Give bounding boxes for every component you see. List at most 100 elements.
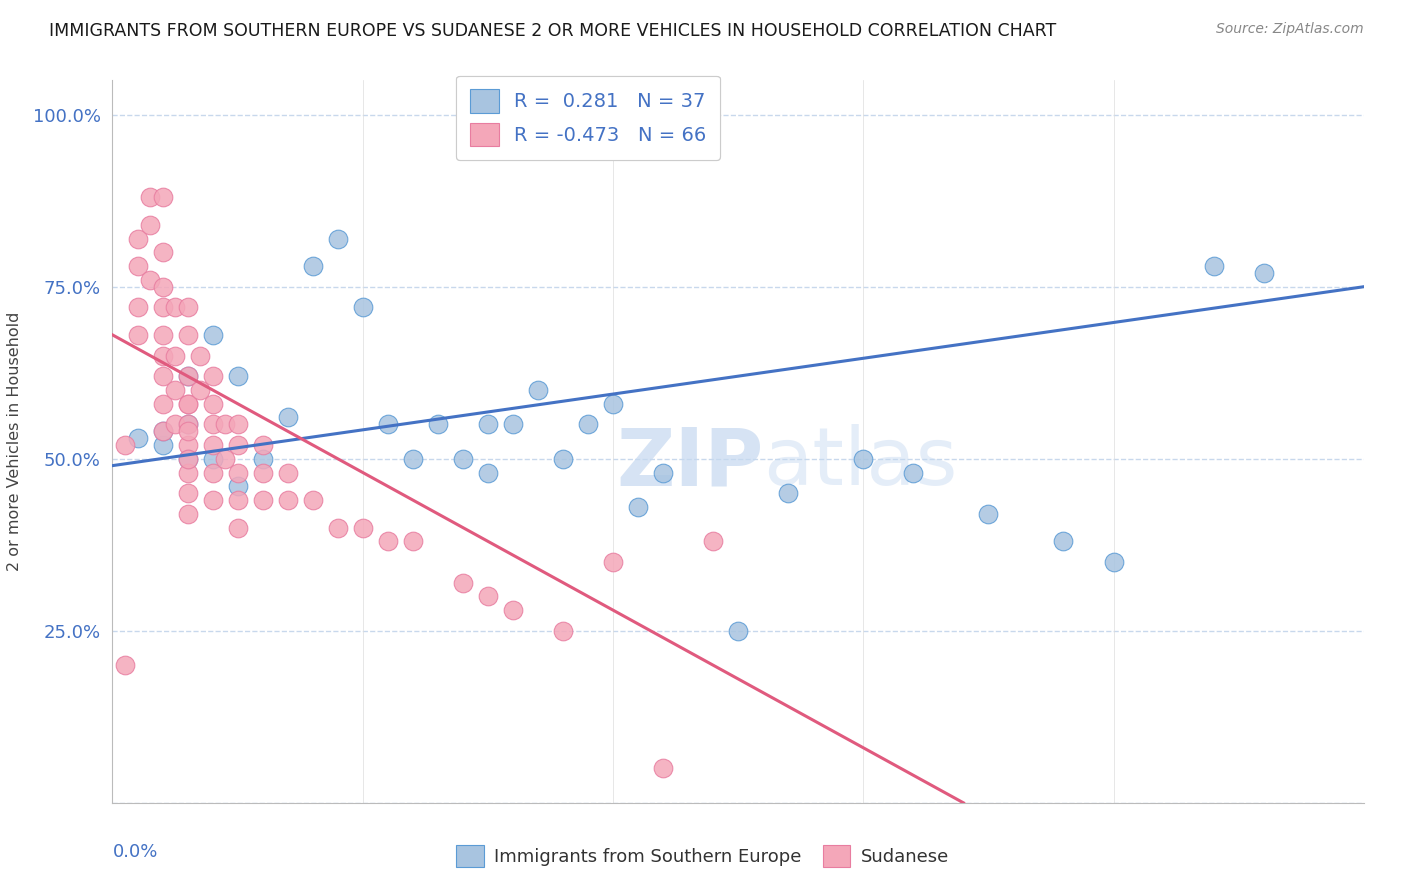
Point: [127, 259, 149, 273]
Point: [176, 369, 198, 384]
Point: [152, 327, 174, 342]
Point: [352, 301, 374, 315]
Point: [1202, 259, 1225, 273]
Point: [527, 383, 550, 397]
Point: [127, 231, 149, 245]
Text: IMMIGRANTS FROM SOUTHERN EUROPE VS SUDANESE 2 OR MORE VEHICLES IN HOUSEHOLD CORR: IMMIGRANTS FROM SOUTHERN EUROPE VS SUDAN…: [49, 22, 1056, 40]
Point: [201, 451, 224, 466]
Point: [152, 369, 174, 384]
Point: [576, 417, 599, 432]
Point: [702, 534, 724, 549]
Point: [377, 417, 399, 432]
Point: [226, 369, 249, 384]
Point: [652, 761, 675, 775]
Point: [163, 417, 186, 432]
Point: [152, 301, 174, 315]
Point: [402, 534, 425, 549]
Point: [139, 273, 162, 287]
Point: [201, 369, 224, 384]
Point: [163, 349, 186, 363]
Point: [727, 624, 749, 638]
Point: [551, 451, 574, 466]
Point: [252, 438, 274, 452]
Point: [152, 279, 174, 293]
Point: [477, 590, 499, 604]
Point: [201, 417, 224, 432]
Point: [627, 500, 650, 514]
Point: [502, 417, 524, 432]
Point: [127, 327, 149, 342]
Point: [201, 327, 224, 342]
Point: [301, 259, 323, 273]
Point: [226, 479, 249, 493]
Point: [114, 438, 136, 452]
Point: [139, 218, 162, 232]
Point: [152, 424, 174, 438]
Point: [214, 417, 236, 432]
Point: [152, 397, 174, 411]
Point: [176, 424, 198, 438]
Point: [602, 555, 624, 569]
Point: [277, 466, 299, 480]
Point: [176, 507, 198, 521]
Point: [176, 369, 198, 384]
Point: [226, 466, 249, 480]
Text: ZIP: ZIP: [616, 425, 763, 502]
Point: [502, 603, 524, 617]
Point: [176, 486, 198, 500]
Point: [176, 397, 198, 411]
Point: [152, 245, 174, 260]
Point: [402, 451, 425, 466]
Point: [176, 451, 198, 466]
Point: [163, 301, 186, 315]
Legend: R =  0.281   N = 37, R = -0.473   N = 66: R = 0.281 N = 37, R = -0.473 N = 66: [456, 76, 720, 160]
Point: [188, 383, 211, 397]
Point: [326, 231, 349, 245]
Point: [127, 431, 149, 445]
Point: [1102, 555, 1125, 569]
Point: [176, 397, 198, 411]
Point: [426, 417, 449, 432]
Point: [176, 327, 198, 342]
Point: [152, 349, 174, 363]
Point: [252, 493, 274, 508]
Point: [226, 438, 249, 452]
Point: [326, 520, 349, 534]
Point: [1052, 534, 1074, 549]
Point: [201, 397, 224, 411]
Point: [778, 486, 800, 500]
Point: [903, 466, 925, 480]
Point: [277, 493, 299, 508]
Point: [176, 301, 198, 315]
Point: [377, 534, 399, 549]
Legend: Immigrants from Southern Europe, Sudanese: Immigrants from Southern Europe, Sudanes…: [449, 838, 957, 874]
Text: atlas: atlas: [763, 425, 957, 502]
Point: [176, 417, 198, 432]
Point: [176, 438, 198, 452]
Point: [201, 493, 224, 508]
Point: [252, 466, 274, 480]
Point: [176, 417, 198, 432]
Point: [602, 397, 624, 411]
Point: [1253, 266, 1275, 280]
Point: [477, 417, 499, 432]
Text: 0.0%: 0.0%: [112, 843, 157, 861]
Point: [114, 658, 136, 673]
Point: [152, 424, 174, 438]
Point: [127, 301, 149, 315]
Point: [201, 466, 224, 480]
Point: [551, 624, 574, 638]
Text: Source: ZipAtlas.com: Source: ZipAtlas.com: [1216, 22, 1364, 37]
Point: [451, 451, 474, 466]
Point: [852, 451, 875, 466]
Point: [301, 493, 323, 508]
Point: [352, 520, 374, 534]
Point: [226, 417, 249, 432]
Point: [226, 493, 249, 508]
Point: [277, 410, 299, 425]
Point: [201, 438, 224, 452]
Point: [652, 466, 675, 480]
Point: [176, 451, 198, 466]
Point: [451, 575, 474, 590]
Point: [139, 190, 162, 204]
